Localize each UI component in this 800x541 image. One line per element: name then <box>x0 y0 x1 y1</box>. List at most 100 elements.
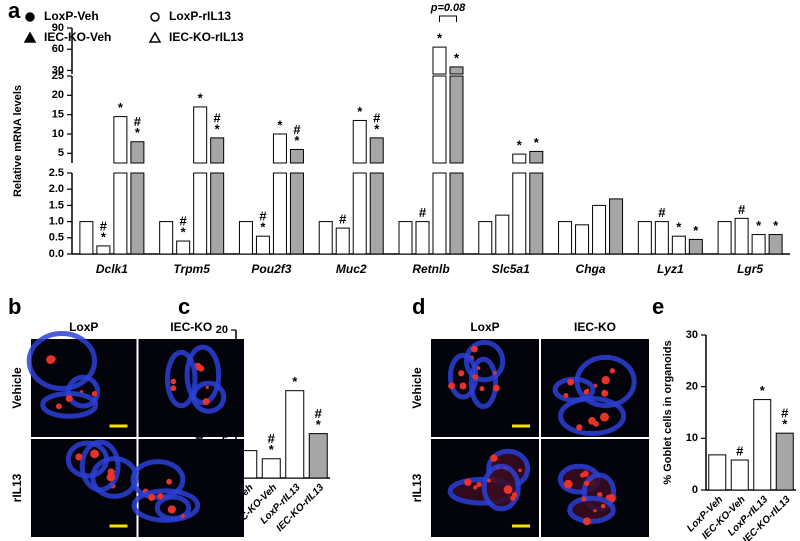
stain <box>593 421 599 427</box>
stain <box>486 478 491 483</box>
significance-mark: # <box>736 443 744 458</box>
bar <box>398 221 413 255</box>
bar <box>671 235 686 255</box>
y-axis-title: % Goblet cells in organoids <box>662 340 674 484</box>
bar <box>753 399 772 491</box>
stain <box>581 496 587 502</box>
panel-letter: b <box>8 294 21 319</box>
bar <box>730 459 749 491</box>
significance-mark: * <box>756 218 762 233</box>
significance-mark: * <box>437 31 443 46</box>
significance-mark: # <box>293 122 301 137</box>
significance-mark: # <box>738 202 746 217</box>
stain <box>90 449 99 459</box>
stain <box>580 472 586 478</box>
stain <box>75 453 83 461</box>
y-tick-label: 2.0 <box>49 183 64 195</box>
bar <box>255 235 270 255</box>
stain <box>49 355 56 363</box>
bar <box>272 172 287 255</box>
bar <box>609 198 624 255</box>
organoid <box>154 494 192 522</box>
significance-mark: # <box>373 110 381 125</box>
bar <box>96 245 111 255</box>
stain <box>492 384 500 392</box>
significance-mark: # <box>419 205 427 220</box>
bar <box>449 172 464 255</box>
y-tick-label: 30 <box>52 64 64 76</box>
significance-mark: * <box>676 220 682 235</box>
y-tick-label: 20 <box>52 89 64 101</box>
bar <box>318 221 333 255</box>
stain <box>107 468 115 476</box>
x-tick-label: Lyz1 <box>657 262 684 276</box>
x-tick-label: Muc2 <box>336 262 367 276</box>
stain <box>600 412 610 422</box>
y-tick-label: 20 <box>216 324 228 336</box>
bar <box>768 234 783 255</box>
bar <box>335 227 350 255</box>
stain <box>563 479 573 489</box>
bar <box>717 221 732 255</box>
legend-marker <box>150 12 160 22</box>
significance-mark: * <box>294 133 300 148</box>
x-tick-label: Lgr5 <box>737 262 763 276</box>
column-label: IEC-KO <box>170 320 212 334</box>
stain <box>148 493 156 501</box>
stain <box>593 509 597 513</box>
stain <box>567 378 575 386</box>
significance-mark: * <box>198 90 204 105</box>
bar <box>449 75 464 164</box>
legend-marker <box>25 12 35 22</box>
significance-mark: * <box>269 442 275 457</box>
significance-mark: * <box>215 121 221 136</box>
bar <box>352 172 367 255</box>
y-tick-label: 0.5 <box>49 232 64 244</box>
bar <box>432 46 447 75</box>
bar <box>688 238 703 255</box>
stain <box>511 492 518 498</box>
bar <box>176 240 191 255</box>
panel-letter: d <box>412 294 425 319</box>
stain <box>167 505 176 514</box>
organoid <box>131 488 201 523</box>
bar <box>369 172 384 255</box>
stain <box>597 492 603 498</box>
y-tick-label: 60 <box>52 43 64 55</box>
y-tick-label: 1.5 <box>49 199 64 211</box>
y-tick-label: 0.0 <box>49 248 64 260</box>
micrograph <box>431 339 539 437</box>
bar <box>734 217 749 255</box>
column-label: LoxP <box>69 320 98 334</box>
bar <box>432 75 447 164</box>
stain <box>65 395 73 403</box>
significance-mark: # <box>214 110 222 125</box>
bar <box>512 172 527 255</box>
x-tick-label: Trpm5 <box>173 262 210 276</box>
significance-mark: * <box>101 229 107 244</box>
organoid <box>40 390 99 419</box>
y-tick-label: 25 <box>52 70 64 82</box>
stain <box>166 478 173 485</box>
significance-mark: * <box>773 218 779 233</box>
significance-mark: # <box>259 209 267 224</box>
column-label: LoxP <box>470 320 499 334</box>
stain <box>170 385 177 392</box>
organoid <box>164 349 198 409</box>
bar <box>529 172 544 255</box>
bar <box>308 433 328 479</box>
bar <box>558 221 573 255</box>
organoid <box>567 495 616 524</box>
organoid <box>468 356 499 409</box>
legend-label: IEC-KO-rIL13 <box>169 30 244 44</box>
stain <box>202 398 210 405</box>
bar <box>238 221 253 255</box>
stain <box>601 375 610 385</box>
stain <box>106 472 116 482</box>
bar <box>193 172 208 255</box>
row-label: Vehicle <box>410 367 424 409</box>
stain <box>601 389 609 397</box>
significance-mark: * <box>292 374 298 389</box>
bar <box>113 116 128 164</box>
organoid <box>463 339 506 383</box>
